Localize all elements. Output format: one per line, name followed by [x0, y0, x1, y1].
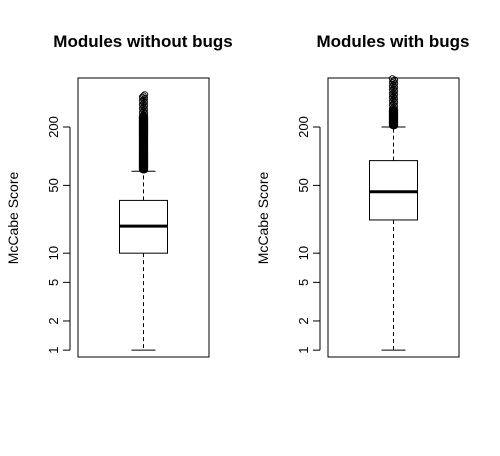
outlier-point	[138, 101, 146, 109]
outlier-point	[388, 97, 396, 105]
outlier-point	[388, 78, 396, 86]
chart-title: Modules with bugs	[317, 32, 470, 51]
y-tick-label: 2	[296, 317, 311, 324]
outlier-point	[141, 112, 149, 120]
outlier-point	[388, 90, 396, 98]
outlier-point	[138, 108, 146, 116]
y-tick-label: 5	[46, 279, 61, 286]
outlier-points	[388, 75, 399, 130]
boxplot	[119, 170, 168, 351]
plot-frame	[77, 77, 210, 358]
y-tick-label: 10	[46, 246, 61, 260]
outlier-point	[141, 91, 149, 99]
boxplot	[369, 126, 418, 351]
y-tick-label: 1	[46, 347, 61, 354]
y-ticks: 1 2 5 10 50 200	[296, 116, 320, 354]
outlier-point	[388, 75, 396, 83]
y-tick-label: 2	[46, 317, 61, 324]
panel-modules-without-bugs: Modules without bugs McCabe Score 1 2 5 10 5…	[5, 32, 233, 358]
y-tick-label: 5	[296, 279, 311, 286]
y-ticks: 1 2 5 10 50 200	[46, 116, 70, 354]
outlier-point	[388, 86, 396, 94]
outlier-points	[138, 91, 149, 174]
panel-modules-with-bugs: Modules with bugs McCabe Score 1 2 5 10 50 20…	[255, 32, 470, 358]
outlier-point	[388, 101, 396, 109]
outlier-point	[388, 105, 396, 113]
outlier-point	[388, 93, 396, 101]
outlier-point	[138, 112, 146, 120]
y-axis-label: McCabe Score	[255, 171, 271, 264]
outlier-point	[138, 93, 146, 101]
y-tick-label: 50	[296, 178, 311, 192]
y-tick-label: 50	[46, 178, 61, 192]
outlier-point	[140, 92, 147, 100]
y-tick-label: 200	[46, 116, 61, 138]
chart-title: Modules without bugs	[53, 32, 232, 51]
outlier-point	[138, 104, 146, 112]
outlier-point	[388, 82, 396, 90]
y-tick-label: 10	[296, 246, 311, 260]
outlier-point	[138, 97, 146, 105]
y-tick-label: 200	[296, 116, 311, 138]
y-tick-label: 1	[296, 347, 311, 354]
y-axis-label: McCabe Score	[5, 171, 21, 264]
